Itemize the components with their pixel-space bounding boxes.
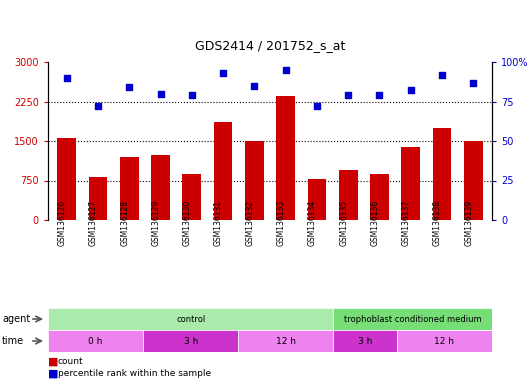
- Point: [344, 92, 352, 98]
- Text: control: control: [176, 314, 205, 323]
- Text: 3 h: 3 h: [184, 336, 198, 346]
- Text: trophoblast conditioned medium: trophoblast conditioned medium: [344, 314, 482, 323]
- Text: GSM136136: GSM136136: [371, 200, 380, 246]
- Point: [94, 103, 102, 109]
- Text: GSM136127: GSM136127: [89, 200, 98, 246]
- Text: count: count: [58, 358, 83, 366]
- Text: 12 h: 12 h: [276, 336, 296, 346]
- Bar: [339, 170, 357, 220]
- Bar: [370, 174, 389, 220]
- Bar: [183, 174, 201, 220]
- Bar: [48, 330, 143, 352]
- Bar: [143, 330, 238, 352]
- Point: [250, 83, 259, 89]
- Bar: [48, 308, 333, 330]
- Point: [187, 92, 196, 98]
- Text: agent: agent: [2, 314, 30, 324]
- Text: GSM136133: GSM136133: [277, 200, 286, 246]
- Text: GSM136132: GSM136132: [246, 200, 254, 246]
- Bar: [151, 155, 170, 220]
- Text: ■: ■: [48, 357, 59, 367]
- Text: percentile rank within the sample: percentile rank within the sample: [58, 369, 211, 379]
- Bar: [432, 128, 451, 220]
- Text: GSM136129: GSM136129: [152, 200, 161, 246]
- Bar: [214, 121, 232, 220]
- Text: 0 h: 0 h: [88, 336, 103, 346]
- Bar: [89, 177, 107, 220]
- Point: [281, 67, 290, 73]
- Point: [375, 92, 384, 98]
- Text: GSM136130: GSM136130: [183, 200, 192, 246]
- Point: [438, 71, 446, 78]
- Bar: [397, 330, 492, 352]
- Bar: [120, 157, 139, 220]
- Text: GSM136138: GSM136138: [433, 200, 442, 246]
- Text: GSM136131: GSM136131: [214, 200, 223, 246]
- Point: [62, 75, 71, 81]
- Bar: [276, 96, 295, 220]
- Text: GSM136135: GSM136135: [339, 200, 348, 246]
- Bar: [58, 138, 76, 220]
- Bar: [238, 330, 333, 352]
- Text: GSM136126: GSM136126: [58, 200, 67, 246]
- Text: GDS2414 / 201752_s_at: GDS2414 / 201752_s_at: [195, 39, 345, 52]
- Text: 3 h: 3 h: [358, 336, 372, 346]
- Bar: [245, 141, 264, 220]
- Bar: [333, 330, 397, 352]
- Text: GSM136128: GSM136128: [120, 200, 129, 246]
- Text: 12 h: 12 h: [435, 336, 455, 346]
- Point: [469, 79, 477, 86]
- Point: [313, 103, 321, 109]
- Bar: [333, 308, 492, 330]
- Text: GSM136137: GSM136137: [402, 200, 411, 246]
- Text: GSM136134: GSM136134: [308, 200, 317, 246]
- Point: [156, 91, 165, 97]
- Bar: [464, 141, 483, 220]
- Bar: [401, 147, 420, 220]
- Point: [219, 70, 228, 76]
- Point: [407, 88, 415, 94]
- Text: GSM136139: GSM136139: [464, 200, 473, 246]
- Point: [125, 84, 134, 90]
- Text: time: time: [2, 336, 24, 346]
- Bar: [307, 179, 326, 220]
- Text: ■: ■: [48, 369, 59, 379]
